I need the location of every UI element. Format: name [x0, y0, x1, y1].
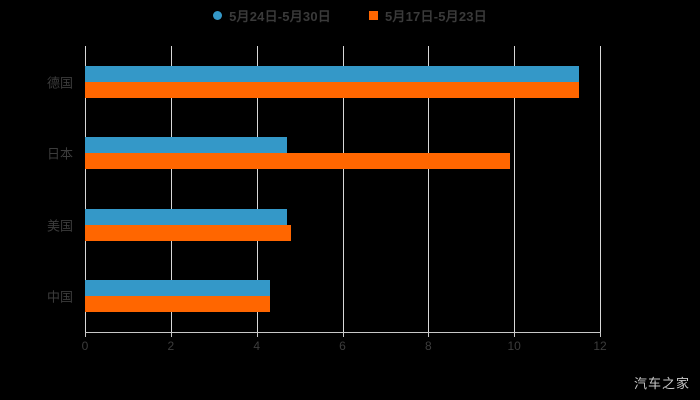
bar[interactable]	[85, 280, 270, 297]
legend-entry[interactable]: 5月24日-5月30日	[213, 6, 331, 25]
bar[interactable]	[85, 224, 291, 241]
bar[interactable]	[85, 153, 510, 170]
x-tick-label: 0	[81, 339, 89, 353]
legend-label: 5月17日-5月23日	[385, 9, 487, 24]
gridline	[256, 46, 258, 332]
category-label: 中国	[46, 289, 73, 305]
tick-mark	[428, 332, 430, 337]
category-axis-labels: 德国 日本 美国 中国	[0, 46, 85, 332]
tick-mark	[514, 332, 516, 337]
x-tick-label: 4	[253, 339, 260, 353]
square-icon	[369, 11, 378, 20]
gridline	[428, 46, 430, 332]
chart-legend: 5月24日-5月30日 5月17日-5月23日	[0, 6, 700, 25]
tick-mark	[85, 332, 86, 337]
x-tick-label: 2	[167, 339, 175, 353]
gridline	[170, 46, 172, 332]
gridline	[600, 46, 601, 332]
tick-mark	[342, 332, 344, 337]
tick-mark	[256, 332, 258, 337]
tick-mark	[170, 332, 172, 337]
gridline	[342, 46, 344, 332]
legend-entry[interactable]: 5月17日-5月23日	[369, 6, 487, 25]
bar[interactable]	[85, 137, 287, 154]
tick-mark	[600, 332, 601, 337]
bar[interactable]	[85, 208, 287, 225]
bar[interactable]	[85, 81, 579, 98]
gridline	[514, 46, 516, 332]
legend-label: 5月24日-5月30日	[229, 9, 331, 24]
dot-icon	[213, 11, 223, 20]
x-tick-label: 10	[507, 339, 521, 353]
watermark-label: 汽车之家	[633, 376, 690, 391]
x-tick-label: 6	[339, 339, 346, 353]
category-label: 德国	[46, 75, 73, 91]
bar[interactable]	[85, 296, 270, 313]
category-label: 美国	[46, 218, 73, 234]
plot-area	[85, 46, 601, 332]
x-tick-label: 12	[593, 339, 607, 353]
category-label: 日本	[46, 146, 73, 162]
x-tick-label: 8	[424, 339, 432, 353]
gridline	[85, 46, 86, 332]
bar[interactable]	[85, 65, 579, 82]
